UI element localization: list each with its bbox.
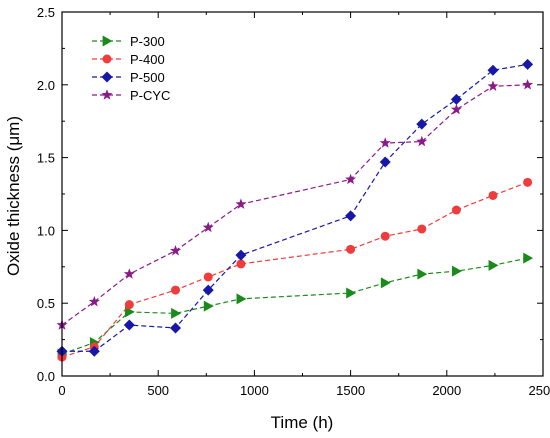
legend-marker xyxy=(101,71,113,83)
legend-entry: P-400 xyxy=(92,52,165,67)
legend-marker xyxy=(102,54,112,64)
y-tick-label: 0.5 xyxy=(37,296,55,311)
data-point xyxy=(346,244,356,254)
data-point xyxy=(345,210,357,222)
legend-entry: P-500 xyxy=(92,70,165,85)
data-point xyxy=(170,322,182,334)
y-axis-label: Oxide thickness (μm) xyxy=(4,116,23,276)
data-point xyxy=(379,137,391,148)
x-axis-label: Time (h) xyxy=(271,413,334,432)
data-point xyxy=(417,268,428,280)
data-point xyxy=(124,306,135,318)
data-point xyxy=(380,231,390,241)
data-point xyxy=(487,64,499,76)
series-line xyxy=(62,63,528,352)
x-tick-label: 0 xyxy=(58,383,65,398)
series-p-400 xyxy=(57,177,533,362)
y-tick-label: 2.0 xyxy=(37,78,55,93)
data-point xyxy=(235,198,247,209)
data-point xyxy=(170,244,182,256)
data-point xyxy=(450,103,462,115)
data-point xyxy=(88,295,100,307)
legend-entry: P-300 xyxy=(92,34,165,49)
data-point xyxy=(380,277,391,289)
data-point xyxy=(171,307,182,319)
data-point xyxy=(203,300,214,312)
x-tick-label: 2000 xyxy=(432,383,461,398)
series-p-300 xyxy=(57,252,534,360)
x-tick-label: 1500 xyxy=(336,383,365,398)
series-p-500 xyxy=(56,58,534,357)
data-point xyxy=(202,221,214,233)
legend-marker xyxy=(102,35,113,47)
legend-entry: P-CYC xyxy=(92,88,170,103)
series-line xyxy=(61,84,528,326)
x-tick-label: 500 xyxy=(147,383,169,398)
legend: P-300 P-400 P-500 P-CYC xyxy=(92,34,170,103)
series-line xyxy=(61,257,528,355)
data-point xyxy=(523,252,534,264)
data-point xyxy=(523,177,533,187)
y-tick-label: 1.5 xyxy=(37,151,55,166)
data-point xyxy=(123,319,135,331)
legend-label: P-300 xyxy=(130,34,165,49)
data-point xyxy=(452,265,462,277)
data-point xyxy=(236,259,246,269)
data-point xyxy=(171,285,181,295)
data-point xyxy=(488,190,498,200)
data-point xyxy=(88,345,100,357)
data-point xyxy=(346,287,357,299)
legend-label: P-400 xyxy=(130,52,165,67)
data-point xyxy=(379,156,391,168)
data-point xyxy=(450,93,462,105)
y-tick-label: 0.0 xyxy=(37,369,55,384)
series-layer xyxy=(56,58,534,362)
x-tick-label: 1000 xyxy=(240,383,269,398)
data-point xyxy=(488,259,499,271)
data-point xyxy=(203,272,213,282)
data-point xyxy=(123,268,135,279)
y-tick-label: 2.5 xyxy=(37,5,55,20)
data-point xyxy=(451,205,461,215)
data-point xyxy=(235,249,247,261)
data-point xyxy=(236,293,247,305)
legend-marker xyxy=(101,89,113,100)
legend-label: P-500 xyxy=(130,70,165,85)
legend-label: P-CYC xyxy=(130,88,170,103)
data-point xyxy=(416,118,428,130)
data-point xyxy=(417,224,427,234)
data-point xyxy=(522,58,534,70)
data-point xyxy=(202,284,214,296)
data-point xyxy=(487,80,499,91)
data-point xyxy=(416,135,428,147)
data-point xyxy=(124,300,134,310)
series-p-cyc xyxy=(56,79,534,330)
data-point xyxy=(345,173,357,185)
y-tick-label: 1.0 xyxy=(37,223,55,238)
data-point xyxy=(522,79,534,90)
